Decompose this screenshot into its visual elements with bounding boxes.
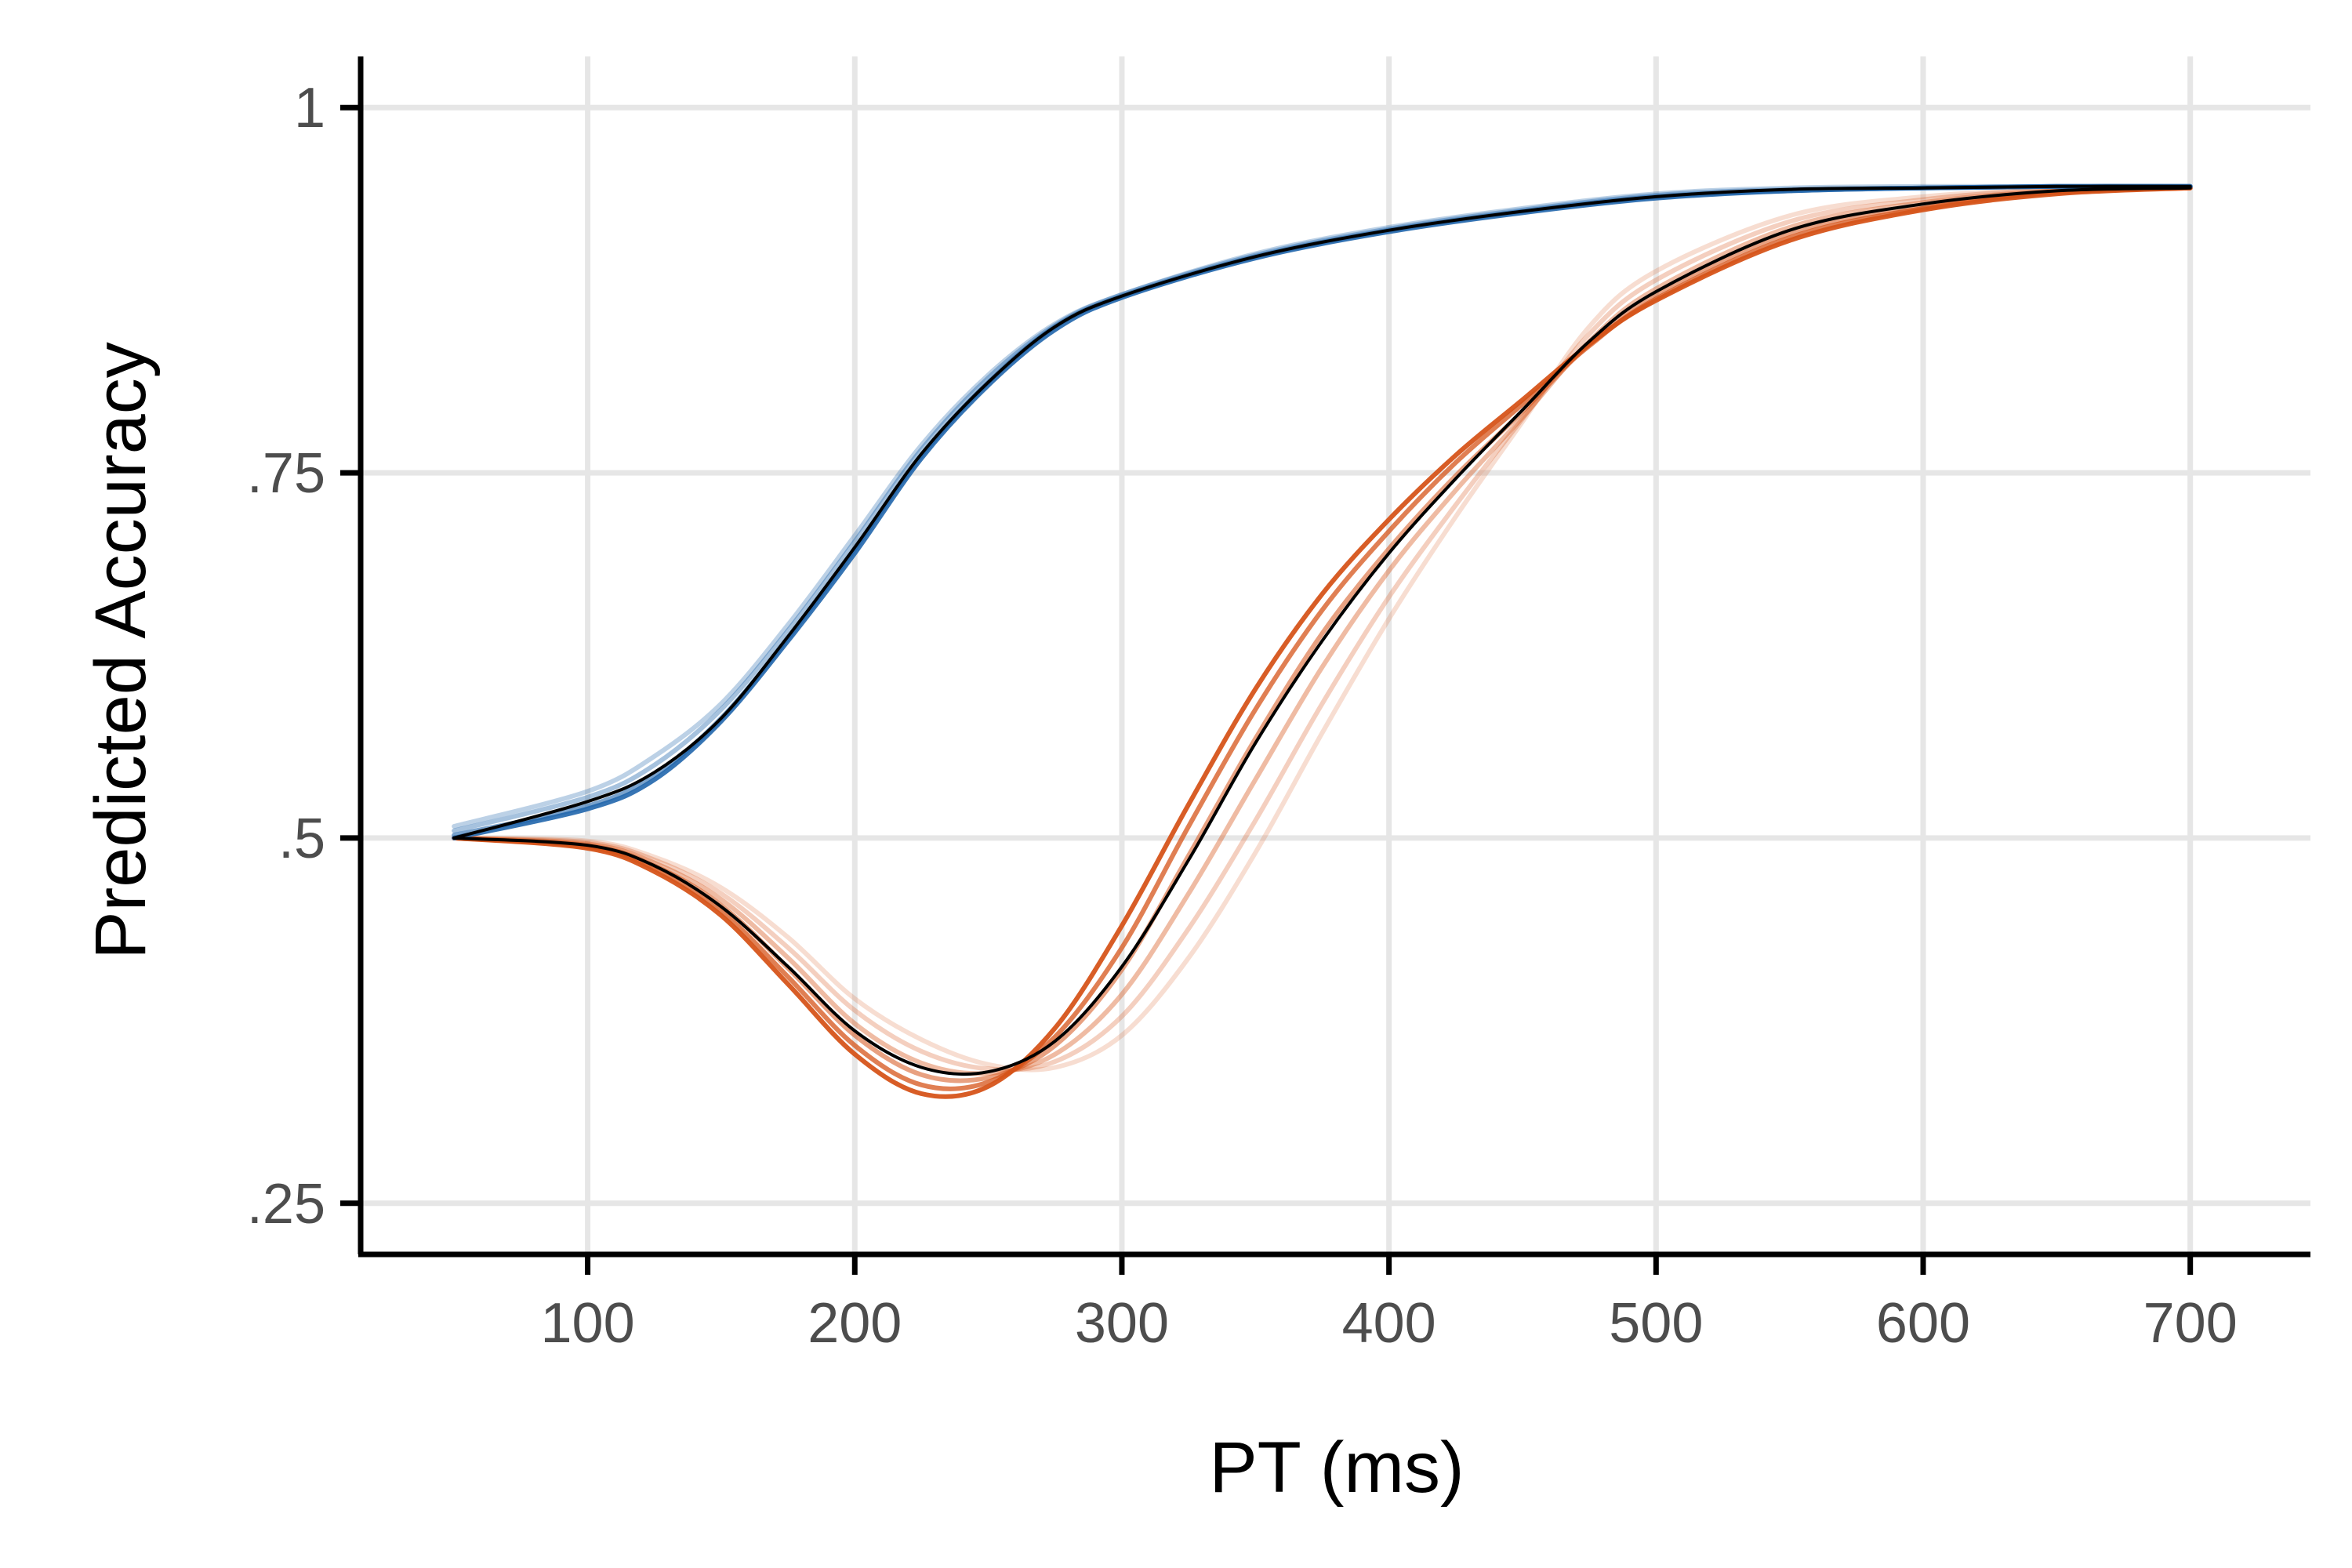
x-tick-label-100: 100 (541, 1292, 635, 1355)
series-line-orange-7 (452, 185, 2193, 1076)
x-tick-label-200: 200 (808, 1292, 902, 1355)
series-line-blue-0 (452, 183, 2193, 840)
tick-labels: 100 200 300 400 500 600 700 .25 .5 .75 1 (247, 77, 2238, 1355)
series-line-blue-1 (452, 183, 2193, 838)
x-tick-label-300: 300 (1075, 1292, 1169, 1355)
series-line-orange-5 (452, 185, 2193, 1091)
x-tick-label-400: 400 (1342, 1292, 1436, 1355)
series-line-orange-9 (452, 185, 2193, 1073)
series-line-orange-8 (452, 185, 2193, 1073)
grid-lines (361, 56, 2310, 1254)
x-tick-label-500: 500 (1609, 1292, 1703, 1355)
series-line-mean-11 (452, 186, 2192, 1076)
x-tick-label-600: 600 (1876, 1292, 1970, 1355)
y-tick-label-1: 1 (294, 77, 325, 140)
series-lines (452, 183, 2193, 1099)
x-axis-title: PT (ms) (1209, 1428, 1464, 1508)
y-axis-title: Predicted Accuracy (81, 342, 161, 959)
tick-marks (340, 104, 2194, 1275)
series-line-mean-10 (452, 184, 2192, 840)
y-tick-label-.75: .75 (247, 442, 325, 505)
x-tick-label-700: 700 (2143, 1292, 2238, 1355)
y-tick-label-.25: .25 (247, 1173, 325, 1236)
series-line-orange-4 (452, 185, 2193, 1099)
axes (358, 56, 2310, 1258)
series-line-orange-6 (452, 185, 2193, 1083)
y-tick-label-.5: .5 (278, 808, 325, 870)
